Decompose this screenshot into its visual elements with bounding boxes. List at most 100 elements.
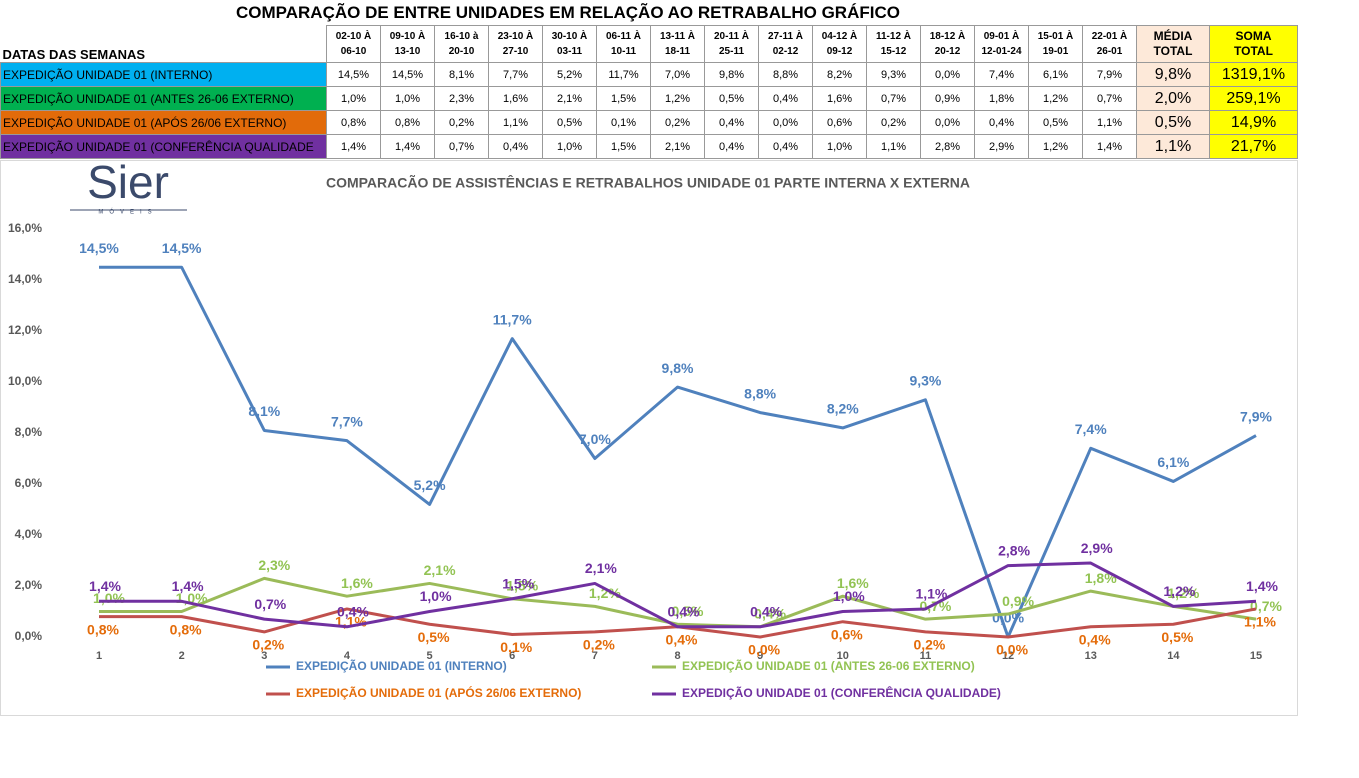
table-cell: 0,4% bbox=[704, 110, 759, 135]
data-label: 0,1% bbox=[500, 639, 532, 655]
table-cell: 2,9% bbox=[974, 134, 1029, 159]
data-label: 8,1% bbox=[248, 403, 280, 419]
data-label: 8,2% bbox=[827, 401, 859, 417]
table-cell: 5,2% bbox=[542, 62, 597, 87]
data-label: 1,5% bbox=[506, 577, 538, 593]
x-tick-label: 8 bbox=[674, 650, 680, 662]
y-tick-label: 4,0% bbox=[15, 527, 43, 541]
table-cell: 8,2% bbox=[812, 62, 867, 87]
data-label: 8,8% bbox=[744, 385, 776, 401]
table-cell: 1,1% bbox=[1136, 134, 1210, 159]
table-cell: 11-12 À 15-12 bbox=[866, 25, 921, 63]
data-label: 0,7% bbox=[254, 596, 286, 612]
table-cell: 7,7% bbox=[488, 62, 543, 87]
data-label: 1,6% bbox=[341, 575, 373, 591]
y-tick-label: 10,0% bbox=[8, 374, 42, 388]
data-label: 0,8% bbox=[87, 621, 119, 637]
table-cell: 16-10 à 20-10 bbox=[434, 25, 489, 63]
data-label: 0,4% bbox=[1079, 632, 1111, 648]
table-row: EXPEDIÇÃO UNIDADE 01 (CONFERÊNCIA QUALID… bbox=[0, 134, 1298, 159]
table-cell: 0,0% bbox=[920, 62, 975, 87]
x-tick-label: 10 bbox=[837, 650, 849, 662]
table-cell: EXPEDIÇÃO UNIDADE 01 (INTERNO) bbox=[0, 62, 327, 87]
table-cell: 1,4% bbox=[1082, 134, 1137, 159]
data-label: 6,1% bbox=[1157, 454, 1189, 470]
data-label: 1,0% bbox=[833, 588, 865, 604]
table-cell: 0,8% bbox=[326, 110, 381, 135]
table-cell: 7,0% bbox=[650, 62, 705, 87]
table-cell: 1,4% bbox=[326, 134, 381, 159]
table-cell: 27-11 À 02-12 bbox=[758, 25, 813, 63]
table-cell: 02-10 À 06-10 bbox=[326, 25, 381, 63]
table-cell: 1,0% bbox=[542, 134, 597, 159]
table-cell: 0,7% bbox=[434, 134, 489, 159]
data-label: 9,3% bbox=[909, 373, 941, 389]
data-label: 2,1% bbox=[424, 562, 456, 578]
logo-name: Sier bbox=[87, 160, 169, 208]
data-label: 0,6% bbox=[831, 626, 863, 642]
data-label: 0,2% bbox=[252, 637, 284, 653]
table-cell: 14,5% bbox=[326, 62, 381, 87]
table-cell: 2,3% bbox=[434, 86, 489, 111]
chart-title: COMPARACÃO DE ASSISTÊNCIAS E RETRABALHOS… bbox=[326, 174, 970, 191]
table-row: EXPEDIÇÃO UNIDADE 01 (APÓS 26/06 EXTERNO… bbox=[0, 110, 1298, 135]
data-label: 1,1% bbox=[1244, 614, 1276, 630]
table-cell: 04-12 À 09-12 bbox=[812, 25, 867, 63]
data-label: 5,2% bbox=[414, 477, 446, 493]
data-label: 2,3% bbox=[258, 557, 290, 573]
table-cell: 1319,1% bbox=[1209, 62, 1298, 87]
table-cell: EXPEDIÇÃO UNIDADE 01 (APÓS 26/06 EXTERNO… bbox=[0, 110, 327, 135]
table-cell: 14,5% bbox=[380, 62, 435, 87]
data-label: 1,1% bbox=[915, 586, 947, 602]
table-cell: 06-11 À 10-11 bbox=[596, 25, 651, 63]
table-cell: 09-01 À 12-01-24 bbox=[974, 25, 1029, 63]
legend-label: EXPEDIÇÃO UNIDADE 01 (INTERNO) bbox=[296, 658, 507, 673]
data-label: 7,0% bbox=[579, 431, 611, 447]
chart: Sier MÓVEIS COMPARACÃO DE ASSISTÊNCIAS E… bbox=[0, 160, 1298, 716]
data-label: 1,4% bbox=[1246, 578, 1278, 594]
table-cell: 0,5% bbox=[1136, 110, 1210, 135]
table-cell: 0,9% bbox=[920, 86, 975, 111]
legend-label: EXPEDIÇÃO UNIDADE 01 (APÓS 26/06 EXTERNO… bbox=[296, 685, 581, 700]
x-tick-label: 9 bbox=[757, 650, 763, 662]
table-cell: 1,6% bbox=[812, 86, 867, 111]
data-label: 14,5% bbox=[162, 240, 202, 256]
data-label: 0,4% bbox=[750, 604, 782, 620]
x-tick-label: 14 bbox=[1167, 650, 1180, 662]
data-label: 0,9% bbox=[1002, 593, 1034, 609]
table-cell: 1,2% bbox=[1028, 86, 1083, 111]
table-row: EXPEDIÇÃO UNIDADE 01 (INTERNO) 14,5% 14,5%… bbox=[0, 62, 1298, 87]
logo-tagline: MÓVEIS bbox=[98, 209, 157, 216]
table-cell: 1,5% bbox=[596, 86, 651, 111]
table-cell: 0,0% bbox=[920, 110, 975, 135]
table-cell: 8,8% bbox=[758, 62, 813, 87]
x-tick-label: 13 bbox=[1085, 650, 1097, 662]
table-cell: 8,1% bbox=[434, 62, 489, 87]
data-label: 0,5% bbox=[1161, 629, 1193, 645]
table-cell: 23-10 À 27-10 bbox=[488, 25, 543, 63]
table-cell: 0,4% bbox=[704, 134, 759, 159]
x-tick-label: 6 bbox=[509, 650, 515, 662]
data-label: 1,8% bbox=[1085, 570, 1117, 586]
data-label: 1,6% bbox=[837, 575, 869, 591]
table-cell: 0,7% bbox=[1082, 86, 1137, 111]
x-tick-label: 1 bbox=[96, 650, 102, 662]
table-cell: 1,0% bbox=[812, 134, 867, 159]
y-tick-label: 8,0% bbox=[15, 425, 43, 439]
table-cell: 7,9% bbox=[1082, 62, 1137, 87]
table-cell: EXPEDIÇÃO UNIDADE 01 (ANTES 26-06 EXTERN… bbox=[0, 86, 327, 111]
table-cell: 0,8% bbox=[380, 110, 435, 135]
table-cell: 15-01 À 19-01 bbox=[1028, 25, 1083, 63]
data-label: 7,7% bbox=[331, 413, 363, 429]
table-cell: 2,8% bbox=[920, 134, 975, 159]
table-cell: 18-12 À 20-12 bbox=[920, 25, 975, 63]
table-cell: 0,0% bbox=[758, 110, 813, 135]
table-cell: 1,1% bbox=[1082, 110, 1137, 135]
table-cell: 0,5% bbox=[704, 86, 759, 111]
x-tick-label: 15 bbox=[1250, 650, 1262, 662]
table-cell: 0,1% bbox=[596, 110, 651, 135]
x-tick-label: 5 bbox=[427, 650, 433, 662]
table-cell: 1,0% bbox=[326, 86, 381, 111]
table-cell: 6,1% bbox=[1028, 62, 1083, 87]
data-label: 14,5% bbox=[79, 240, 119, 256]
